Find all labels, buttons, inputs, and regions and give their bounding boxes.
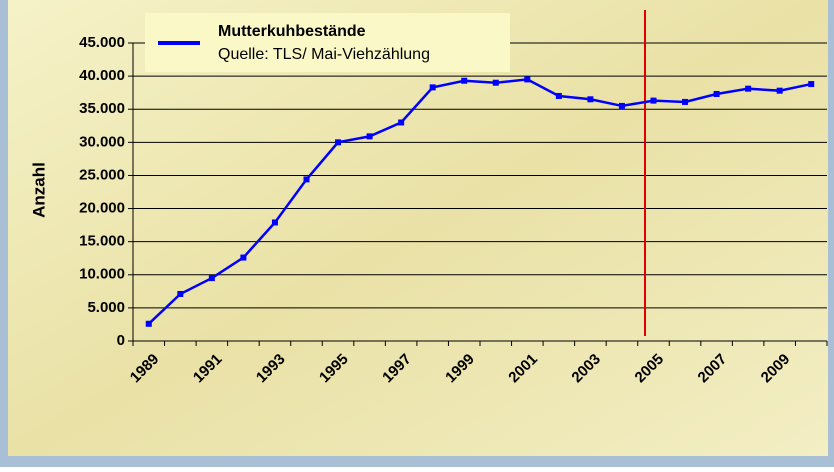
point	[429, 84, 436, 91]
y-tick-label: 5.000	[87, 299, 125, 316]
point	[303, 176, 310, 183]
point	[271, 219, 278, 226]
y-axis-label: Anzahl	[29, 162, 48, 218]
point	[240, 254, 247, 261]
point	[398, 119, 405, 126]
point	[776, 87, 783, 94]
point	[461, 77, 468, 84]
point	[745, 85, 752, 92]
point	[650, 97, 657, 104]
y-tick-label: 40.000	[79, 67, 125, 84]
point	[587, 96, 594, 103]
point	[145, 320, 152, 327]
point	[208, 275, 215, 282]
y-tick-label: 10.000	[79, 266, 125, 283]
point	[366, 133, 373, 140]
line	[147, 78, 812, 325]
source: Quelle: TLS/ Mai-Viehzählung	[218, 46, 430, 63]
y-tick-label: 20.000	[79, 200, 125, 217]
y-tick-label: 25.000	[79, 166, 125, 183]
point	[808, 81, 815, 88]
y-tick-label: 45.000	[79, 34, 125, 51]
y-tick-label: 15.000	[79, 233, 125, 250]
point	[335, 139, 342, 146]
y-tick-label: 0	[117, 332, 125, 349]
point	[618, 102, 625, 109]
point	[682, 98, 689, 105]
y-tick-label: 30.000	[79, 133, 125, 150]
point	[492, 79, 499, 86]
y-tick-label: 35.000	[79, 100, 125, 117]
point	[177, 290, 184, 297]
point	[555, 92, 562, 99]
legend-label: Mutterkuhbestände	[218, 23, 366, 40]
point	[524, 76, 531, 83]
legend	[145, 13, 510, 72]
point	[713, 90, 720, 97]
